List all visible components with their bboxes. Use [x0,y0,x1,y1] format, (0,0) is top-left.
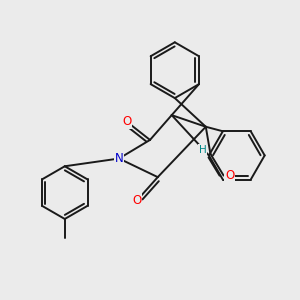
Text: H: H [199,145,207,155]
Text: O: O [132,194,142,207]
Text: O: O [122,115,131,128]
Text: N: N [115,152,123,165]
Text: O: O [225,169,234,182]
